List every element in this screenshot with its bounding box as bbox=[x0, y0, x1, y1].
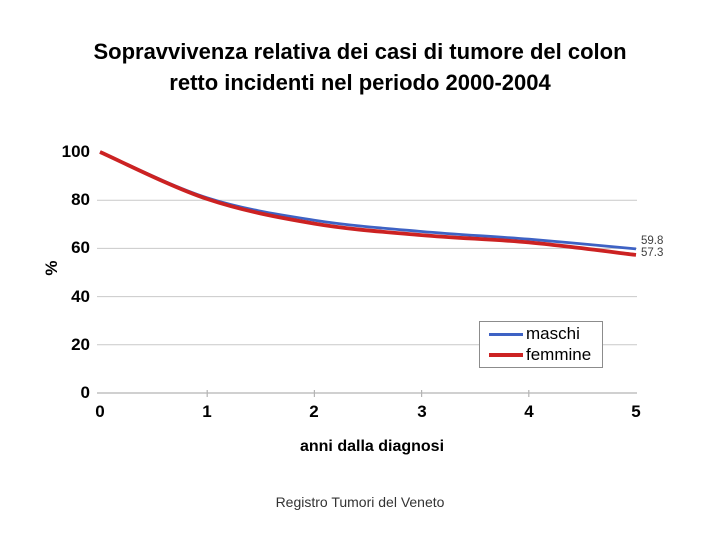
legend-label: femmine bbox=[526, 345, 592, 364]
chart-title-line2: retto incidenti nel periodo 2000-2004 bbox=[169, 70, 551, 95]
y-tick-label: 80 bbox=[71, 190, 90, 209]
chart-title-line1: Sopravvivenza relativa dei casi di tumor… bbox=[93, 39, 627, 64]
y-tick-label: 60 bbox=[71, 238, 90, 257]
chart-title: Sopravvivenza relativa dei casi di tumor… bbox=[0, 36, 720, 98]
series-end-label: 59.8 bbox=[641, 235, 664, 247]
series-line-femmine bbox=[99, 150, 637, 257]
legend-line-swatch-femmine bbox=[489, 353, 523, 357]
x-axis-title: anni dalla diagnosi bbox=[299, 438, 445, 455]
x-tick-label: 2 bbox=[309, 402, 319, 421]
y-tick-label: 0 bbox=[80, 383, 90, 402]
y-axis-title: % bbox=[42, 260, 61, 276]
legend: maschi femmine bbox=[479, 321, 603, 368]
x-tick-label: 0 bbox=[95, 402, 105, 421]
x-tick-label: 1 bbox=[202, 402, 212, 421]
y-tick-label: 100 bbox=[61, 142, 90, 161]
footer-caption: Registro Tumori del Veneto bbox=[275, 494, 445, 510]
legend-item: femmine bbox=[489, 346, 602, 364]
legend-item: maschi bbox=[489, 325, 602, 343]
legend-line-swatch-maschi bbox=[489, 332, 523, 336]
series-end-label: 57.3 bbox=[641, 247, 664, 259]
y-tick-label: 20 bbox=[71, 335, 90, 354]
y-tick-label: 40 bbox=[71, 287, 90, 306]
x-tick-label: 3 bbox=[417, 402, 427, 421]
x-tick-label: 4 bbox=[524, 402, 534, 421]
x-tick-label: 5 bbox=[631, 402, 641, 421]
legend-label: maschi bbox=[526, 324, 580, 343]
